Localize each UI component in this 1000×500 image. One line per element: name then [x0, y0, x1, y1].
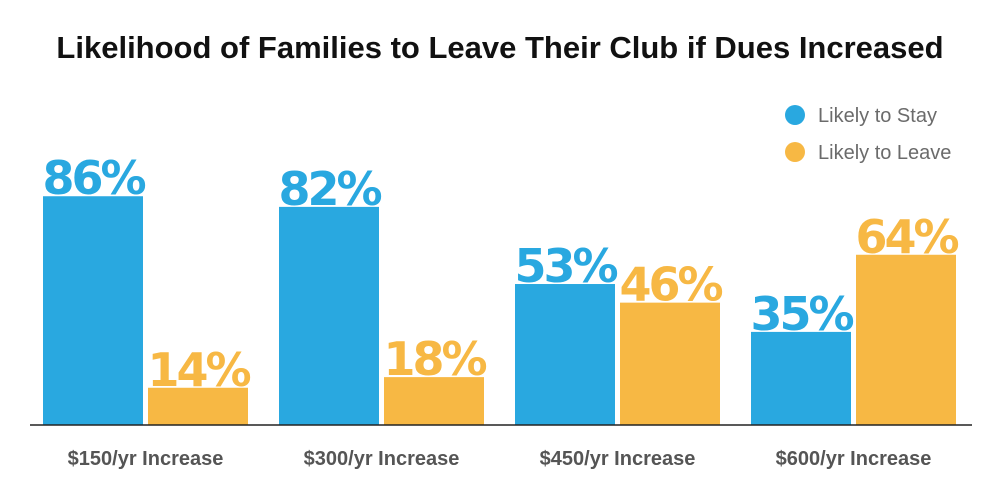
bar-stay-1: [43, 196, 143, 425]
bar-stay-4: [751, 331, 851, 425]
value-labels-group: 86% 14% 82% 18% 53% 46% 35%64%: [42, 151, 961, 397]
chart-title: Likelihood of Families to Leave Their Cl…: [56, 30, 943, 65]
legend-marker-stay: [785, 105, 805, 125]
x-tick-label-3: $450/yr Increase: [540, 448, 696, 470]
bar-leave-2: [384, 377, 484, 425]
value-label-leave-1: 14%: [147, 343, 250, 397]
bar-stay-3: [515, 284, 615, 425]
bar-leave-1: [148, 387, 248, 425]
legend: Likely to Stay Likely to Leave: [785, 105, 951, 164]
value-label-leave-2: 18%: [383, 332, 486, 386]
x-tick-label-4: $600/yr Increase: [776, 448, 932, 470]
bar-leave-3: [620, 302, 720, 425]
x-tick-labels: $150/yr Increase $300/yr Increase $450/yr …: [68, 448, 932, 470]
x-tick-label-2: $300/yr Increase: [304, 448, 460, 470]
legend-marker-leave: [785, 142, 805, 162]
value-label-stay-1: 86%: [42, 151, 145, 205]
x-tick-label-1: $150/yr Increase: [68, 448, 224, 470]
bar-leave-4: [856, 254, 956, 425]
value-label-stay-4: 35%: [750, 287, 853, 341]
legend-label-leave: Likely to Leave: [818, 142, 951, 164]
value-label-leave-4: 64%: [855, 210, 958, 264]
value-label-leave-3: 46%: [619, 258, 722, 312]
bars-group: [43, 196, 956, 425]
value-label-stay-3: 53%: [514, 239, 617, 293]
legend-label-stay: Likely to Stay: [818, 105, 937, 127]
value-label-stay-2: 82%: [278, 162, 381, 216]
bar-stay-2: [279, 206, 379, 425]
